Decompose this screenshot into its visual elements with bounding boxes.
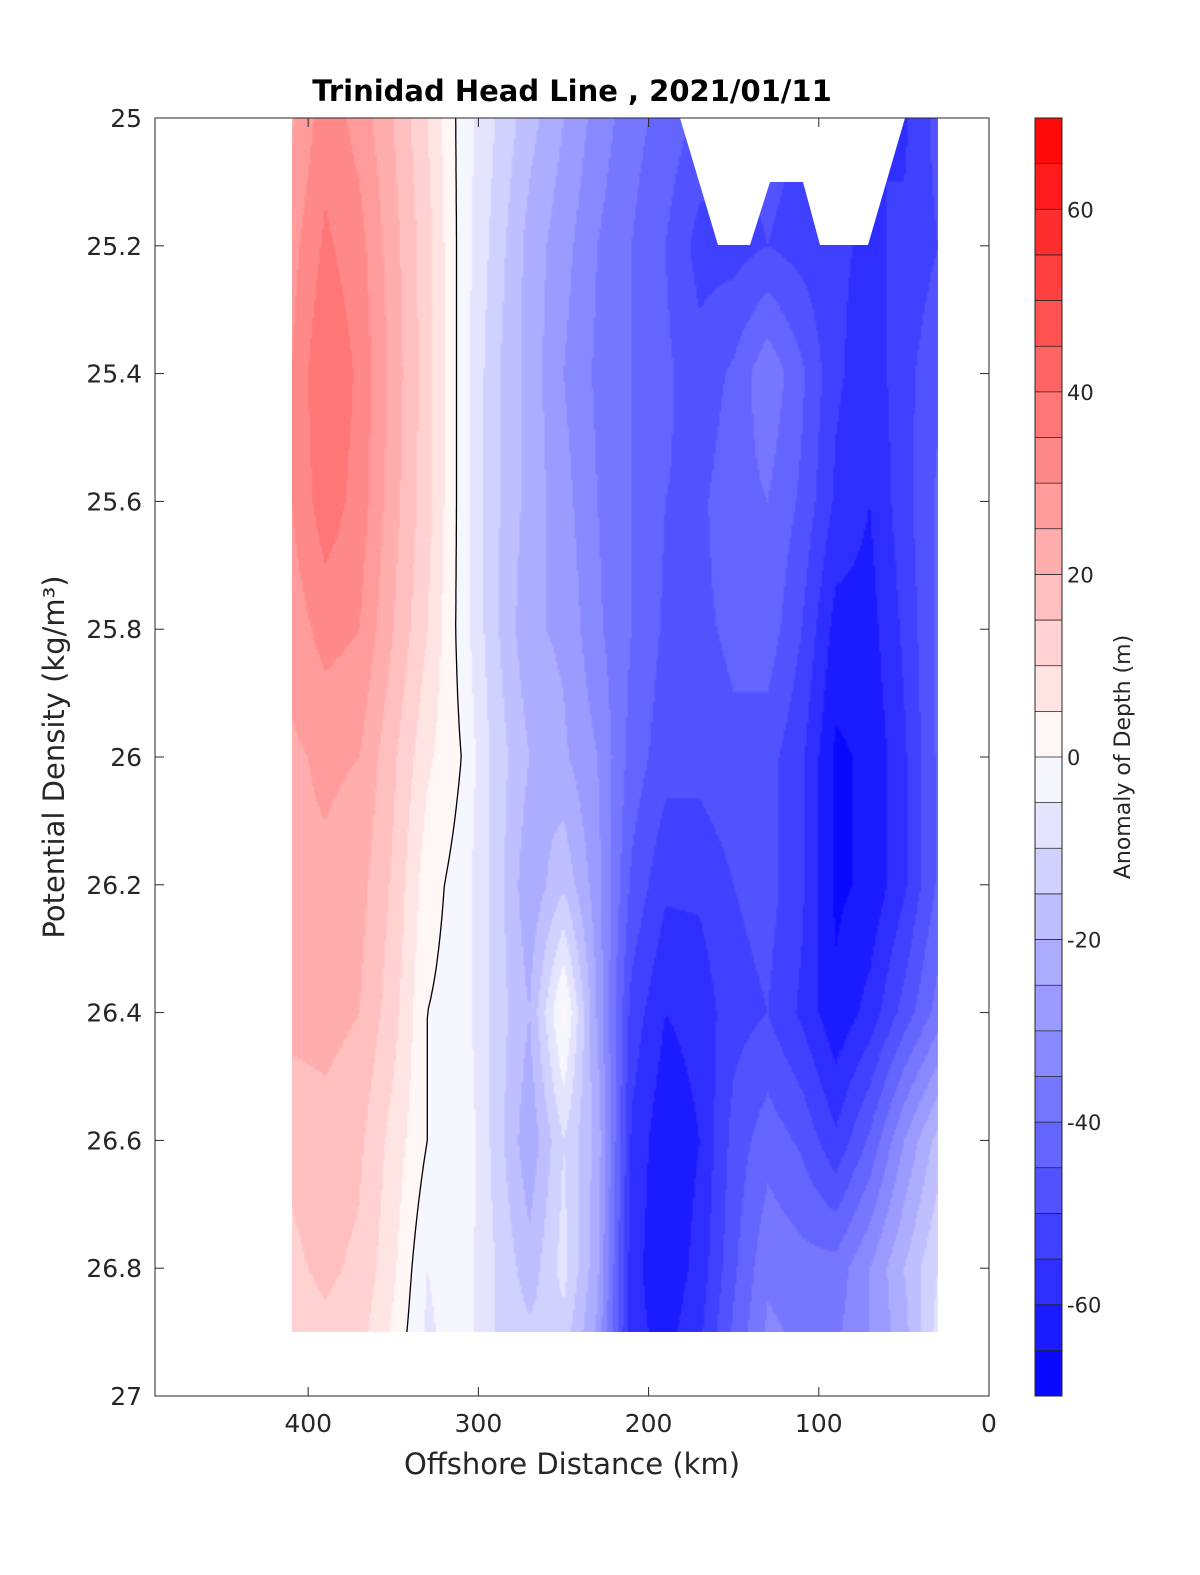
x-tick-label: 0	[981, 1409, 997, 1438]
colorbar-band	[1035, 985, 1062, 1032]
y-tick-label: 25.2	[86, 232, 142, 261]
colorbar-band	[1035, 1076, 1062, 1123]
colorbar-band	[1035, 528, 1062, 575]
colorbar-tick-label: 20	[1067, 563, 1094, 587]
colorbar-band	[1035, 209, 1062, 256]
y-tick-label: 26.8	[86, 1254, 142, 1283]
colorbar-band	[1035, 574, 1062, 621]
y-tick-label: 26.2	[86, 871, 142, 900]
chart-title: Trinidad Head Line , 2021/01/11	[312, 74, 832, 108]
plot-frame	[154, 117, 990, 1397]
colorbar-band	[1035, 893, 1062, 940]
colorbar-tick-label: -40	[1067, 1111, 1101, 1135]
y-tick-label: 25	[110, 104, 142, 133]
y-tick-label: 25.4	[86, 360, 142, 389]
x-tick-label: 400	[284, 1409, 332, 1438]
heatmap-image	[292, 118, 938, 1332]
y-axis-label: Potential Density (kg/m³)	[37, 575, 71, 938]
y-tick-label: 26.6	[86, 1126, 142, 1155]
colorbar-band	[1035, 848, 1062, 895]
colorbar-band	[1035, 483, 1062, 530]
colorbar-band	[1035, 391, 1062, 438]
x-tick-label: 100	[795, 1409, 843, 1438]
x-axis-label: Offshore Distance (km)	[404, 1447, 740, 1481]
colorbar-band	[1035, 620, 1062, 667]
colorbar-band	[1035, 665, 1062, 712]
colorbar-band	[1035, 1259, 1062, 1306]
colorbar-band	[1035, 1030, 1062, 1077]
contour-fill	[292, 118, 938, 1332]
colorbar-band	[1035, 711, 1062, 758]
colorbar-band	[1035, 437, 1062, 484]
colorbar-band	[1035, 346, 1062, 393]
colorbar: 60 40 20 0 -20 -40 -60 Anomaly of Depth (m)	[1034, 117, 1136, 1397]
x-axis-ticks: 400 300 200 100 0	[284, 118, 997, 1438]
colorbar-label: Anomaly of Depth (m)	[1111, 635, 1136, 879]
y-tick-label: 26	[110, 743, 142, 772]
colorbar-tick-label: -20	[1067, 929, 1101, 953]
colorbar-ticks: 60 40 20 0 -20 -40 -60	[1035, 117, 1101, 1397]
colorbar-band	[1035, 1167, 1062, 1214]
y-tick-label: 27	[110, 1382, 142, 1411]
colorbar-bands	[1035, 118, 1062, 1397]
colorbar-tick-label: 0	[1067, 746, 1080, 770]
colorbar-band	[1035, 163, 1062, 210]
colorbar-tick-label: -60	[1067, 1294, 1101, 1318]
zero-contour-line	[406, 117, 462, 1333]
x-tick-label: 300	[455, 1409, 503, 1438]
y-tick-label: 26.4	[86, 999, 142, 1028]
x-tick-label: 200	[625, 1409, 673, 1438]
colorbar-tick-label: 40	[1067, 381, 1094, 405]
colorbar-band	[1035, 300, 1062, 347]
colorbar-band	[1035, 254, 1062, 301]
colorbar-band	[1035, 1213, 1062, 1260]
colorbar-band	[1035, 802, 1062, 849]
colorbar-band	[1035, 1304, 1062, 1351]
colorbar-band	[1035, 1122, 1062, 1169]
colorbar-tick-label: 60	[1067, 198, 1094, 222]
colorbar-band	[1035, 939, 1062, 986]
y-axis-ticks: 25 25.2 25.4 25.6 25.8 26 26.2 26.4 26.6 26.8 27	[86, 104, 989, 1411]
colorbar-band	[1035, 1350, 1062, 1397]
y-tick-label: 25.6	[86, 487, 142, 516]
colorbar-band	[1035, 118, 1062, 165]
y-tick-label: 25.8	[86, 615, 142, 644]
colorbar-band	[1035, 757, 1062, 804]
plot-area: 400 300 200 100 0 25 25.2 25.4 25.6 25.8 26 26.2 26…	[86, 104, 997, 1438]
